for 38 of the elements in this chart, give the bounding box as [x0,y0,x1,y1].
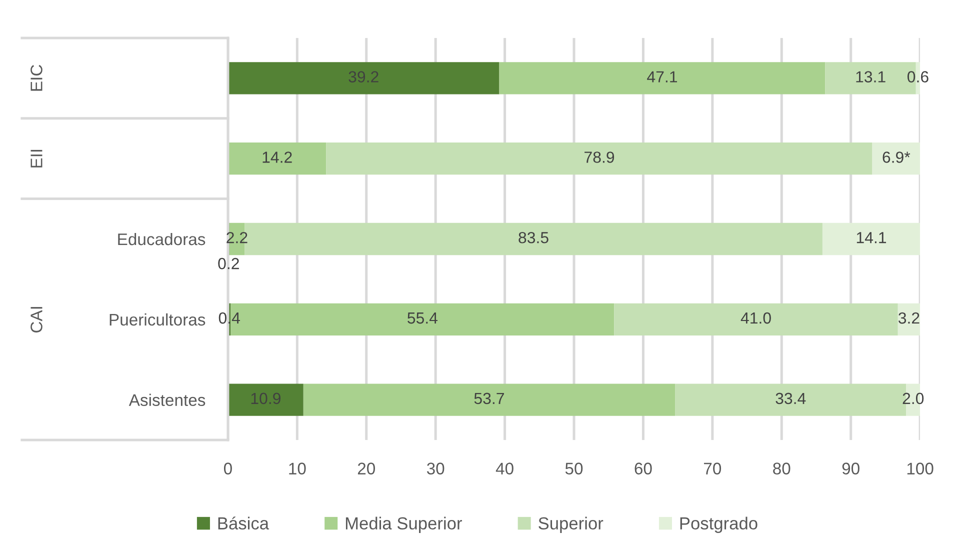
data-label: 39.2 [348,71,378,82]
x-tick-label: 10 [289,462,306,474]
data-label: 0.6 [907,71,928,82]
x-tick-label: 90 [842,462,860,474]
text: EIC [30,64,42,91]
legend-label: Media Superior [346,516,462,533]
x-tick-label: 80 [773,462,790,474]
data-label: 14.2 [262,152,292,163]
y-tick-label: Asistentes [128,394,206,406]
x-tick-label: 60 [634,462,652,474]
data-label: 78.9 [584,152,614,163]
legend-label: Básica [218,516,270,530]
legend-label: Superior [538,516,604,533]
data-label: 10.9 [251,392,280,404]
x-tick-label: 100 [907,462,934,474]
data-label: 14.1 [856,232,886,244]
data-label: 55.4 [408,312,438,324]
legend-label: Postgrado [680,516,758,533]
text: CAI [30,307,42,332]
data-label: 2.0 [902,392,924,404]
x-tick-label: 40 [496,462,514,474]
data-label: 0.2 [218,258,239,270]
data-label: 41.0 [740,312,771,324]
data-label: 13.1 [856,71,886,82]
data-label: 3.2 [898,312,920,324]
x-tick-label: 20 [358,462,375,474]
x-tick-label: 50 [565,462,583,474]
data-label: 6.9* [882,152,910,163]
x-tick-label: 70 [704,462,722,474]
data-label: 47.1 [647,71,678,82]
y-tick-label: Puericultoras [110,313,206,326]
y-tick-label: Educadoras [118,232,206,246]
text: EII [30,150,42,168]
data-label: 83.5 [518,232,548,244]
data-label: 33.4 [776,392,806,404]
x-tick-label: 30 [426,462,444,474]
data-label: 53.7 [474,392,504,404]
x-tick-label: 0 [224,462,232,474]
